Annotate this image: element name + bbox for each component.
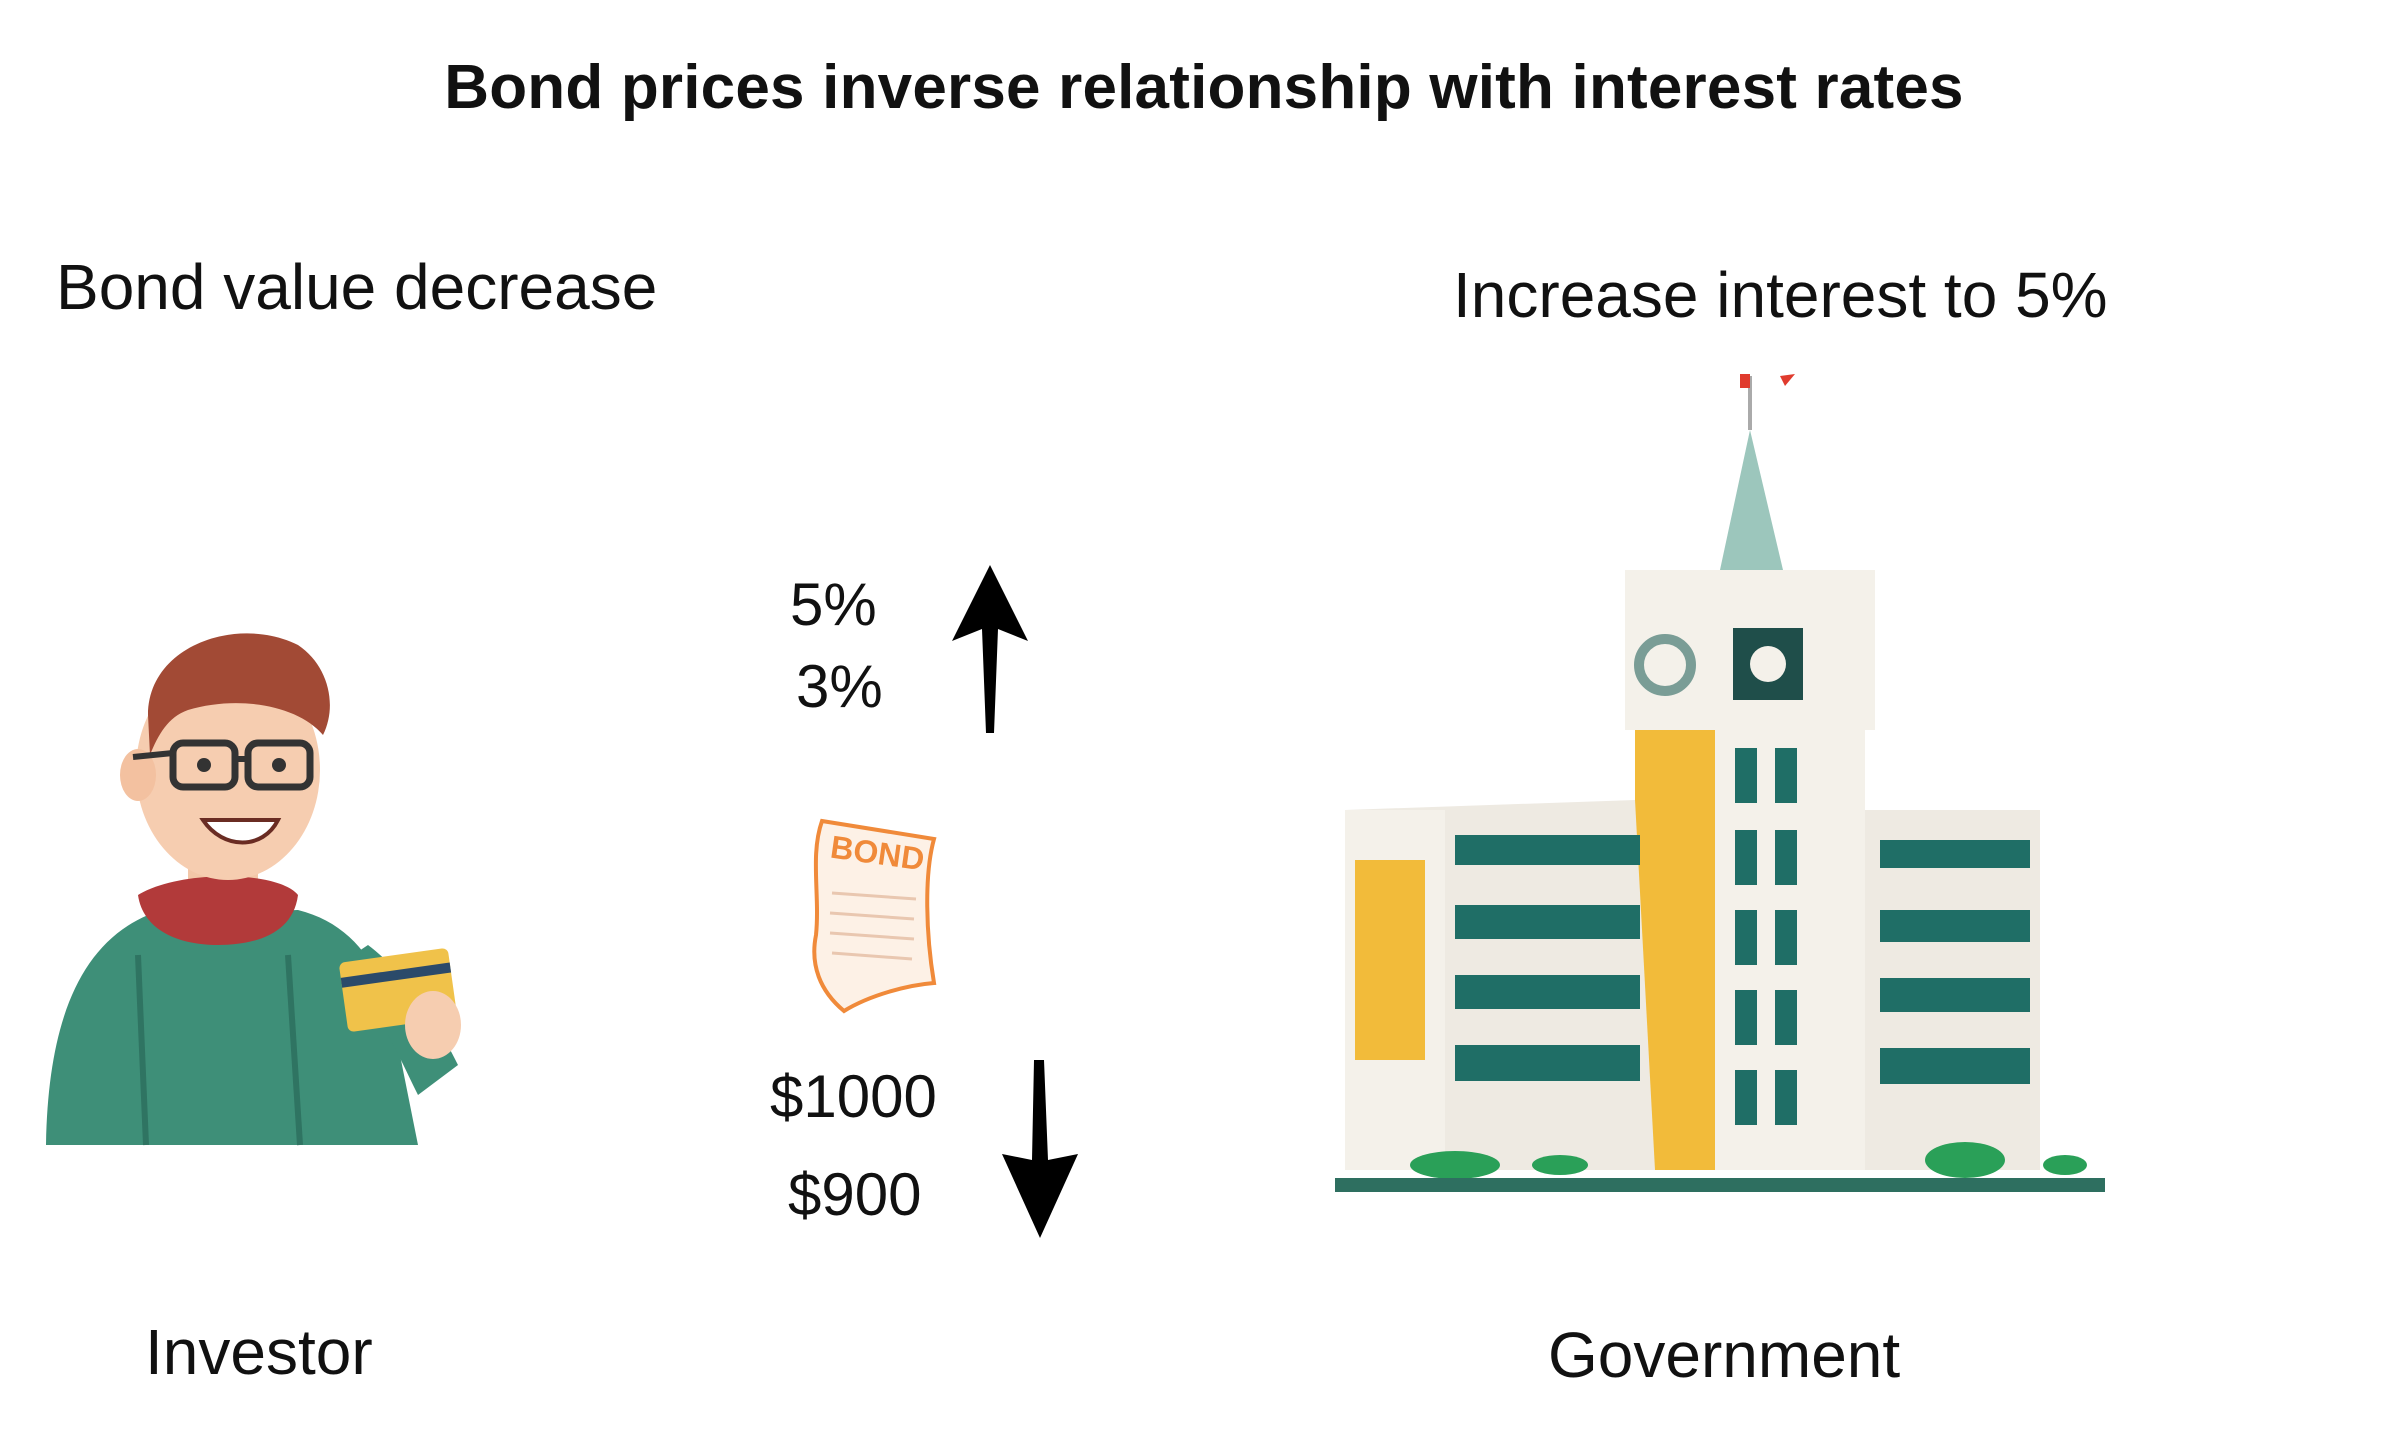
investor-icon bbox=[46, 633, 461, 1146]
new-interest-rate: 5% bbox=[790, 571, 877, 638]
government-building-icon bbox=[1335, 374, 2105, 1192]
investor-header: Bond value decrease bbox=[56, 251, 658, 323]
arrow-down-icon bbox=[1002, 1060, 1078, 1238]
new-bond-price: $900 bbox=[788, 1161, 922, 1228]
bond-document-icon: BOND bbox=[812, 818, 937, 1014]
diagram-title: Bond prices inverse relationship with in… bbox=[444, 53, 1964, 122]
old-interest-rate: 3% bbox=[796, 653, 883, 720]
arrow-up-icon bbox=[952, 565, 1028, 733]
investor-label: Investor bbox=[145, 1316, 373, 1388]
old-bond-price: $1000 bbox=[770, 1063, 937, 1130]
government-header: Increase interest to 5% bbox=[1453, 259, 2108, 331]
government-label: Government bbox=[1548, 1319, 1901, 1391]
